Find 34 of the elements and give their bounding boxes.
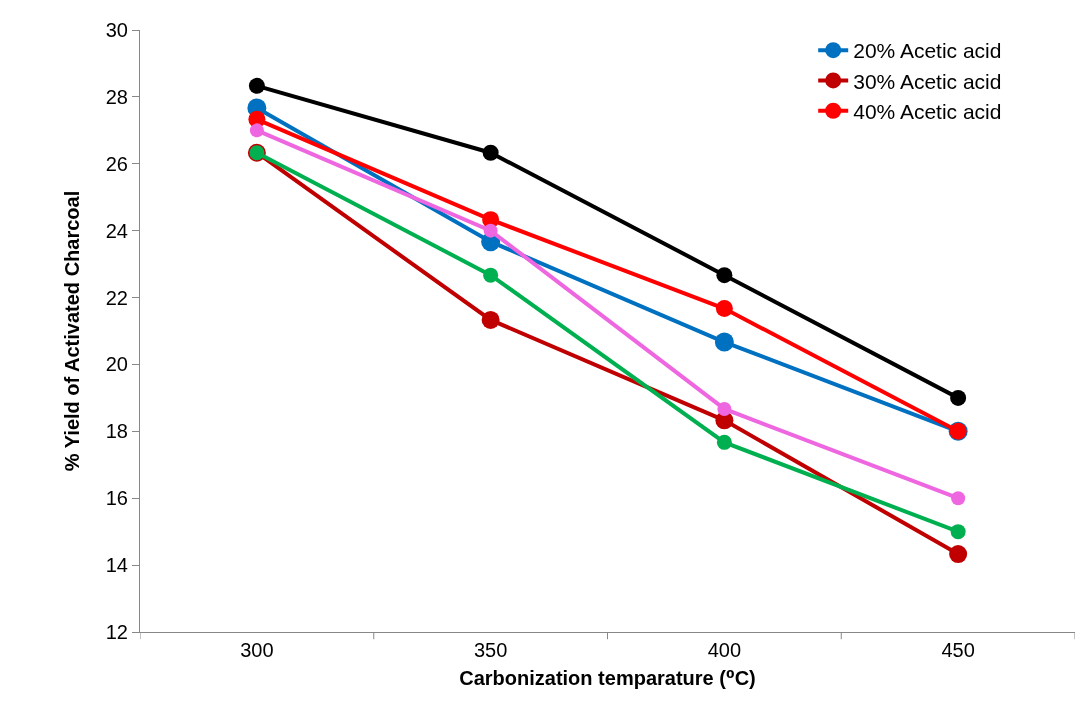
y-tick-label: 26 [105, 152, 128, 175]
legend-label: 30% Acetic acid [853, 69, 1002, 93]
y-tick-label: 28 [105, 85, 128, 108]
y-axis-title: % Yield of Activated Charcoal [61, 190, 84, 472]
point [249, 123, 264, 138]
legend-label: 40% Acetic acid [853, 99, 1002, 123]
y-tick-label: 22 [105, 286, 128, 309]
point [482, 144, 499, 161]
y-tick-label: 16 [105, 487, 128, 510]
x-axis-title: Carbonization temparature (⁰C) [459, 666, 756, 689]
x-tick-label: 400 [707, 639, 742, 661]
x-tick-label: 450 [941, 639, 975, 661]
x-tick-label: 300 [240, 639, 274, 661]
point [950, 389, 967, 406]
y-tick-label: 24 [105, 219, 128, 242]
point [717, 401, 732, 416]
y-tick-label: 14 [105, 554, 128, 577]
y-tick-label: 20 [105, 353, 128, 376]
y-tick-label: 18 [105, 420, 128, 443]
point [949, 545, 968, 564]
point [715, 300, 733, 318]
legend-label: 20% Acetic acid [853, 39, 1002, 63]
point [716, 434, 732, 450]
y-tick-label: 12 [105, 621, 128, 643]
point [481, 310, 500, 329]
point [714, 332, 734, 352]
point [716, 267, 733, 284]
point [950, 524, 966, 540]
point [483, 223, 498, 238]
point [248, 77, 265, 94]
y-tick-label: 30 [105, 19, 128, 41]
x-tick-label: 350 [473, 639, 508, 661]
point [951, 491, 966, 506]
point [483, 267, 499, 283]
